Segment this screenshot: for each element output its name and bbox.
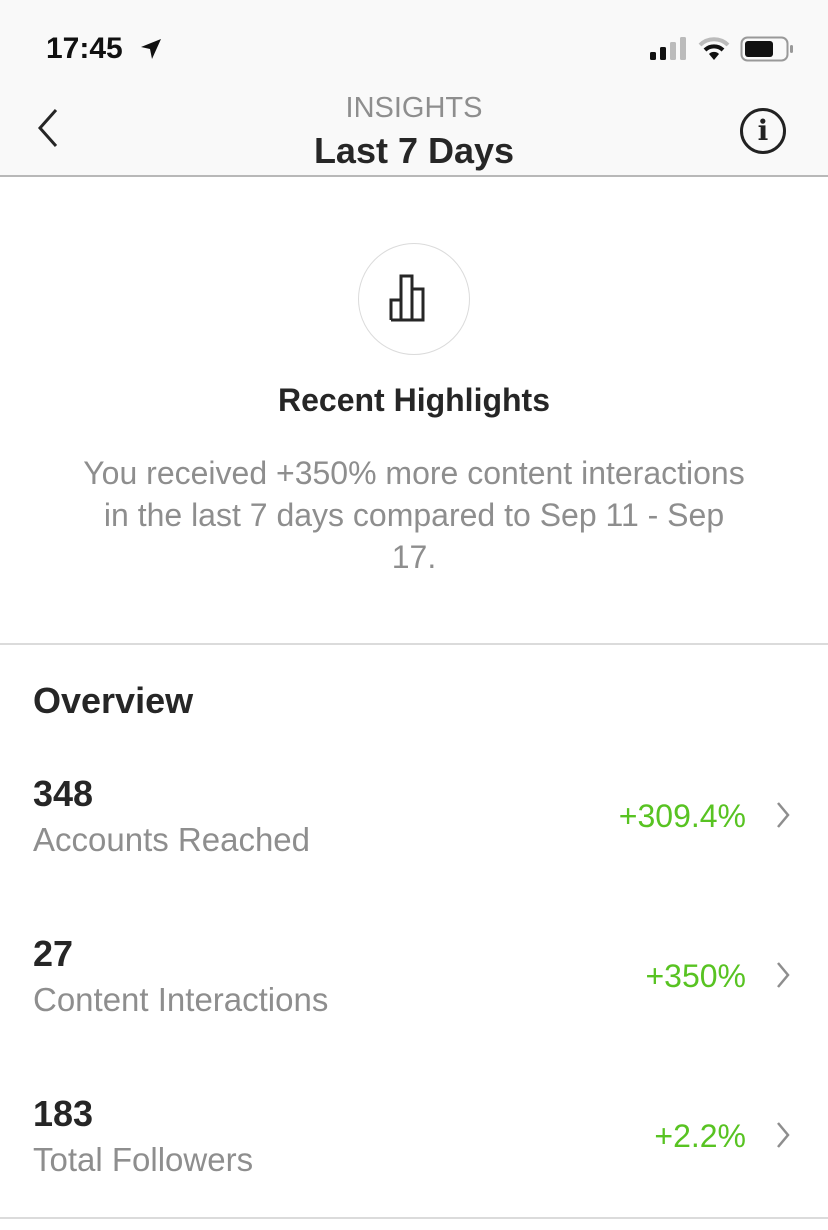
battery-icon bbox=[740, 36, 793, 62]
page-title: Last 7 Days bbox=[313, 130, 515, 171]
highlights-title: Recent Highlights bbox=[277, 382, 550, 418]
status-icons bbox=[650, 36, 794, 62]
location-arrow-icon bbox=[141, 39, 161, 59]
chevron-right-icon bbox=[777, 962, 790, 988]
cellular-signal-icon bbox=[650, 37, 686, 60]
info-icon[interactable]: i bbox=[740, 108, 786, 154]
highlights-icon-circle bbox=[358, 243, 470, 355]
metric-value: 183 bbox=[33, 1093, 94, 1134]
metric-change: +2.2% bbox=[654, 1118, 746, 1154]
metric-change: +350% bbox=[645, 958, 746, 994]
header-subtitle: INSIGHTS bbox=[345, 92, 483, 124]
status-time: 17:45 bbox=[46, 32, 123, 65]
back-chevron-icon[interactable] bbox=[36, 108, 60, 148]
chevron-right-icon bbox=[777, 802, 790, 828]
overview-row-total-followers[interactable]: 183 Total Followers +2.2% bbox=[0, 1093, 828, 1213]
chevron-right-icon bbox=[777, 1122, 790, 1148]
metric-value: 348 bbox=[33, 773, 94, 814]
overview-title: Overview bbox=[33, 680, 194, 721]
overview-row-accounts-reached[interactable]: 348 Accounts Reached +309.4% bbox=[0, 773, 828, 893]
metric-change: +309.4% bbox=[618, 798, 746, 834]
wifi-icon bbox=[698, 37, 730, 60]
bar-chart-icon bbox=[389, 274, 425, 322]
divider bbox=[0, 1217, 828, 1219]
highlights-description: You received +350% more content interact… bbox=[83, 455, 745, 575]
overview-row-content-interactions[interactable]: 27 Content Interactions +350% bbox=[0, 933, 828, 1053]
metric-value: 27 bbox=[33, 933, 74, 974]
metric-label: Total Followers bbox=[33, 1141, 254, 1178]
metric-label: Content Interactions bbox=[33, 981, 329, 1018]
navigation-header: 17:45 INSIGHTS Last 7 Days i bbox=[0, 0, 828, 177]
metric-label: Accounts Reached bbox=[33, 821, 311, 858]
divider bbox=[0, 643, 828, 645]
